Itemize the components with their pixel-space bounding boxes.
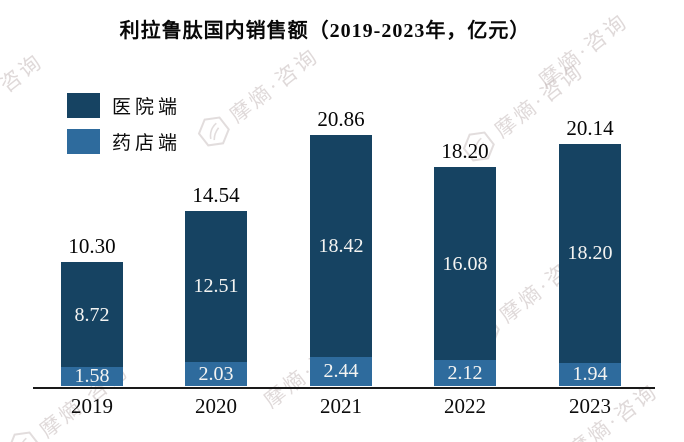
bar-segment-pharmacy-value: 2.44: [323, 360, 359, 383]
legend: 医院端 药店端: [67, 92, 181, 164]
x-axis-tick-label: 2022: [444, 394, 486, 418]
bar-segment-pharmacy-value: 1.58: [74, 365, 110, 388]
bar-segment-hospital-value: 12.51: [193, 275, 239, 298]
bar-segment-pharmacy-value: 2.12: [447, 362, 483, 385]
x-axis-tick-label: 2021: [320, 394, 362, 418]
bar-segment-hospital: 8.72: [61, 262, 123, 367]
bar-segment-hospital: 12.51: [185, 211, 247, 362]
bar-segment-pharmacy: 1.58: [61, 365, 123, 388]
chart-title: 利拉鲁肽国内销售额（2019-2023年，亿元）: [119, 20, 531, 42]
total-label: 18.20: [441, 139, 489, 164]
legend-swatch-hospital: [67, 93, 100, 118]
bar-segment-hospital-value: 18.42: [318, 234, 364, 257]
bar-segment-pharmacy-value: 1.94: [572, 363, 608, 386]
x-axis-tick-label: 2019: [71, 394, 113, 418]
total-label: 20.14: [566, 115, 614, 140]
bar-segment-pharmacy: 2.44: [310, 356, 372, 386]
legend-item-pharmacy: 药店端: [67, 128, 181, 155]
total-label: 14.54: [192, 183, 240, 208]
legend-swatch-pharmacy: [67, 129, 100, 154]
bar-segment-hospital: 18.20: [559, 143, 621, 363]
bar-segment-hospital-value: 8.72: [74, 303, 110, 326]
x-axis-line: [33, 387, 655, 389]
bar-segment-pharmacy: 2.03: [185, 361, 247, 386]
bar-segment-pharmacy-value: 2.03: [198, 362, 234, 385]
legend-label-pharmacy: 药店端: [112, 133, 182, 154]
legend-label-hospital: 医院端: [112, 97, 182, 118]
bar-segment-pharmacy: 2.12: [434, 360, 496, 386]
total-label: 10.30: [68, 234, 116, 259]
bar-segment-hospital-value: 16.08: [442, 252, 488, 275]
x-axis-tick-label: 2020: [195, 394, 237, 418]
legend-item-hospital: 医院端: [67, 92, 181, 119]
bar-segment-hospital: 18.42: [310, 135, 372, 357]
total-label: 20.86: [317, 107, 365, 132]
bar-segment-hospital: 16.08: [434, 167, 496, 361]
bar-segment-hospital-value: 18.20: [567, 242, 613, 265]
bar-segment-pharmacy: 1.94: [559, 362, 621, 386]
x-axis-tick-label: 2023: [569, 394, 611, 418]
